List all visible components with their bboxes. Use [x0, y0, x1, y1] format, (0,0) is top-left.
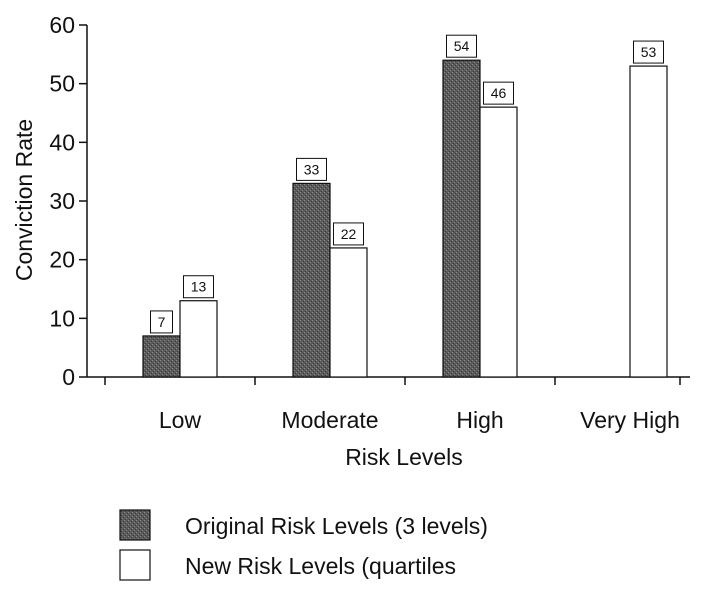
bar-original-high	[442, 59, 481, 378]
x-tick-label: Very High	[580, 407, 680, 433]
bars	[142, 59, 668, 378]
data-label-box	[633, 40, 664, 64]
data-label-box	[296, 157, 327, 181]
bar-new-low	[179, 300, 218, 378]
legend-swatch-new	[119, 549, 151, 581]
data-label: 33	[304, 161, 320, 177]
data-label: 22	[341, 226, 357, 242]
x-tick-label: Low	[159, 407, 202, 433]
y-tick-label: 30	[49, 188, 75, 214]
data-label: 46	[491, 85, 507, 101]
x-axis-title: Risk Levels	[345, 444, 463, 470]
data-label: 7	[158, 314, 166, 330]
bar-new-moderate	[329, 247, 368, 378]
y-tick-label: 50	[49, 71, 75, 97]
legend-label-original: Original Risk Levels (3 levels)	[185, 513, 488, 539]
data-label: 54	[454, 38, 470, 54]
y-tick-label: 20	[49, 247, 75, 273]
y-tick-label: 60	[49, 12, 75, 38]
bar-original-moderate	[292, 182, 331, 378]
y-tick-label: 40	[49, 129, 75, 155]
legend-swatch-original	[119, 509, 151, 541]
y-tick-label: 0	[62, 364, 75, 390]
y-tick-label: 10	[49, 305, 75, 331]
data-label: 53	[641, 44, 657, 60]
legend-label-new: New Risk Levels (quartiles	[185, 553, 456, 579]
data-labels: 7 33 54 13 22 46 53	[150, 34, 664, 334]
data-label-box	[446, 34, 477, 58]
bar-original-low	[142, 335, 181, 378]
data-label-box	[483, 81, 514, 105]
y-axis-title: Conviction Rate	[11, 119, 37, 281]
axes: 0 10 20 30 40 50 60 Low Moderate High Very High	[49, 12, 690, 433]
data-label-box	[183, 275, 214, 299]
bar-new-high	[479, 106, 518, 378]
bar-new-very-high	[629, 65, 668, 378]
x-tick-label: High	[456, 407, 503, 433]
data-label: 13	[191, 279, 207, 295]
data-label-box	[150, 310, 173, 334]
legend: Original Risk Levels (3 levels) New Risk …	[119, 509, 488, 581]
data-label-box	[333, 222, 364, 246]
x-tick-label: Moderate	[281, 407, 378, 433]
